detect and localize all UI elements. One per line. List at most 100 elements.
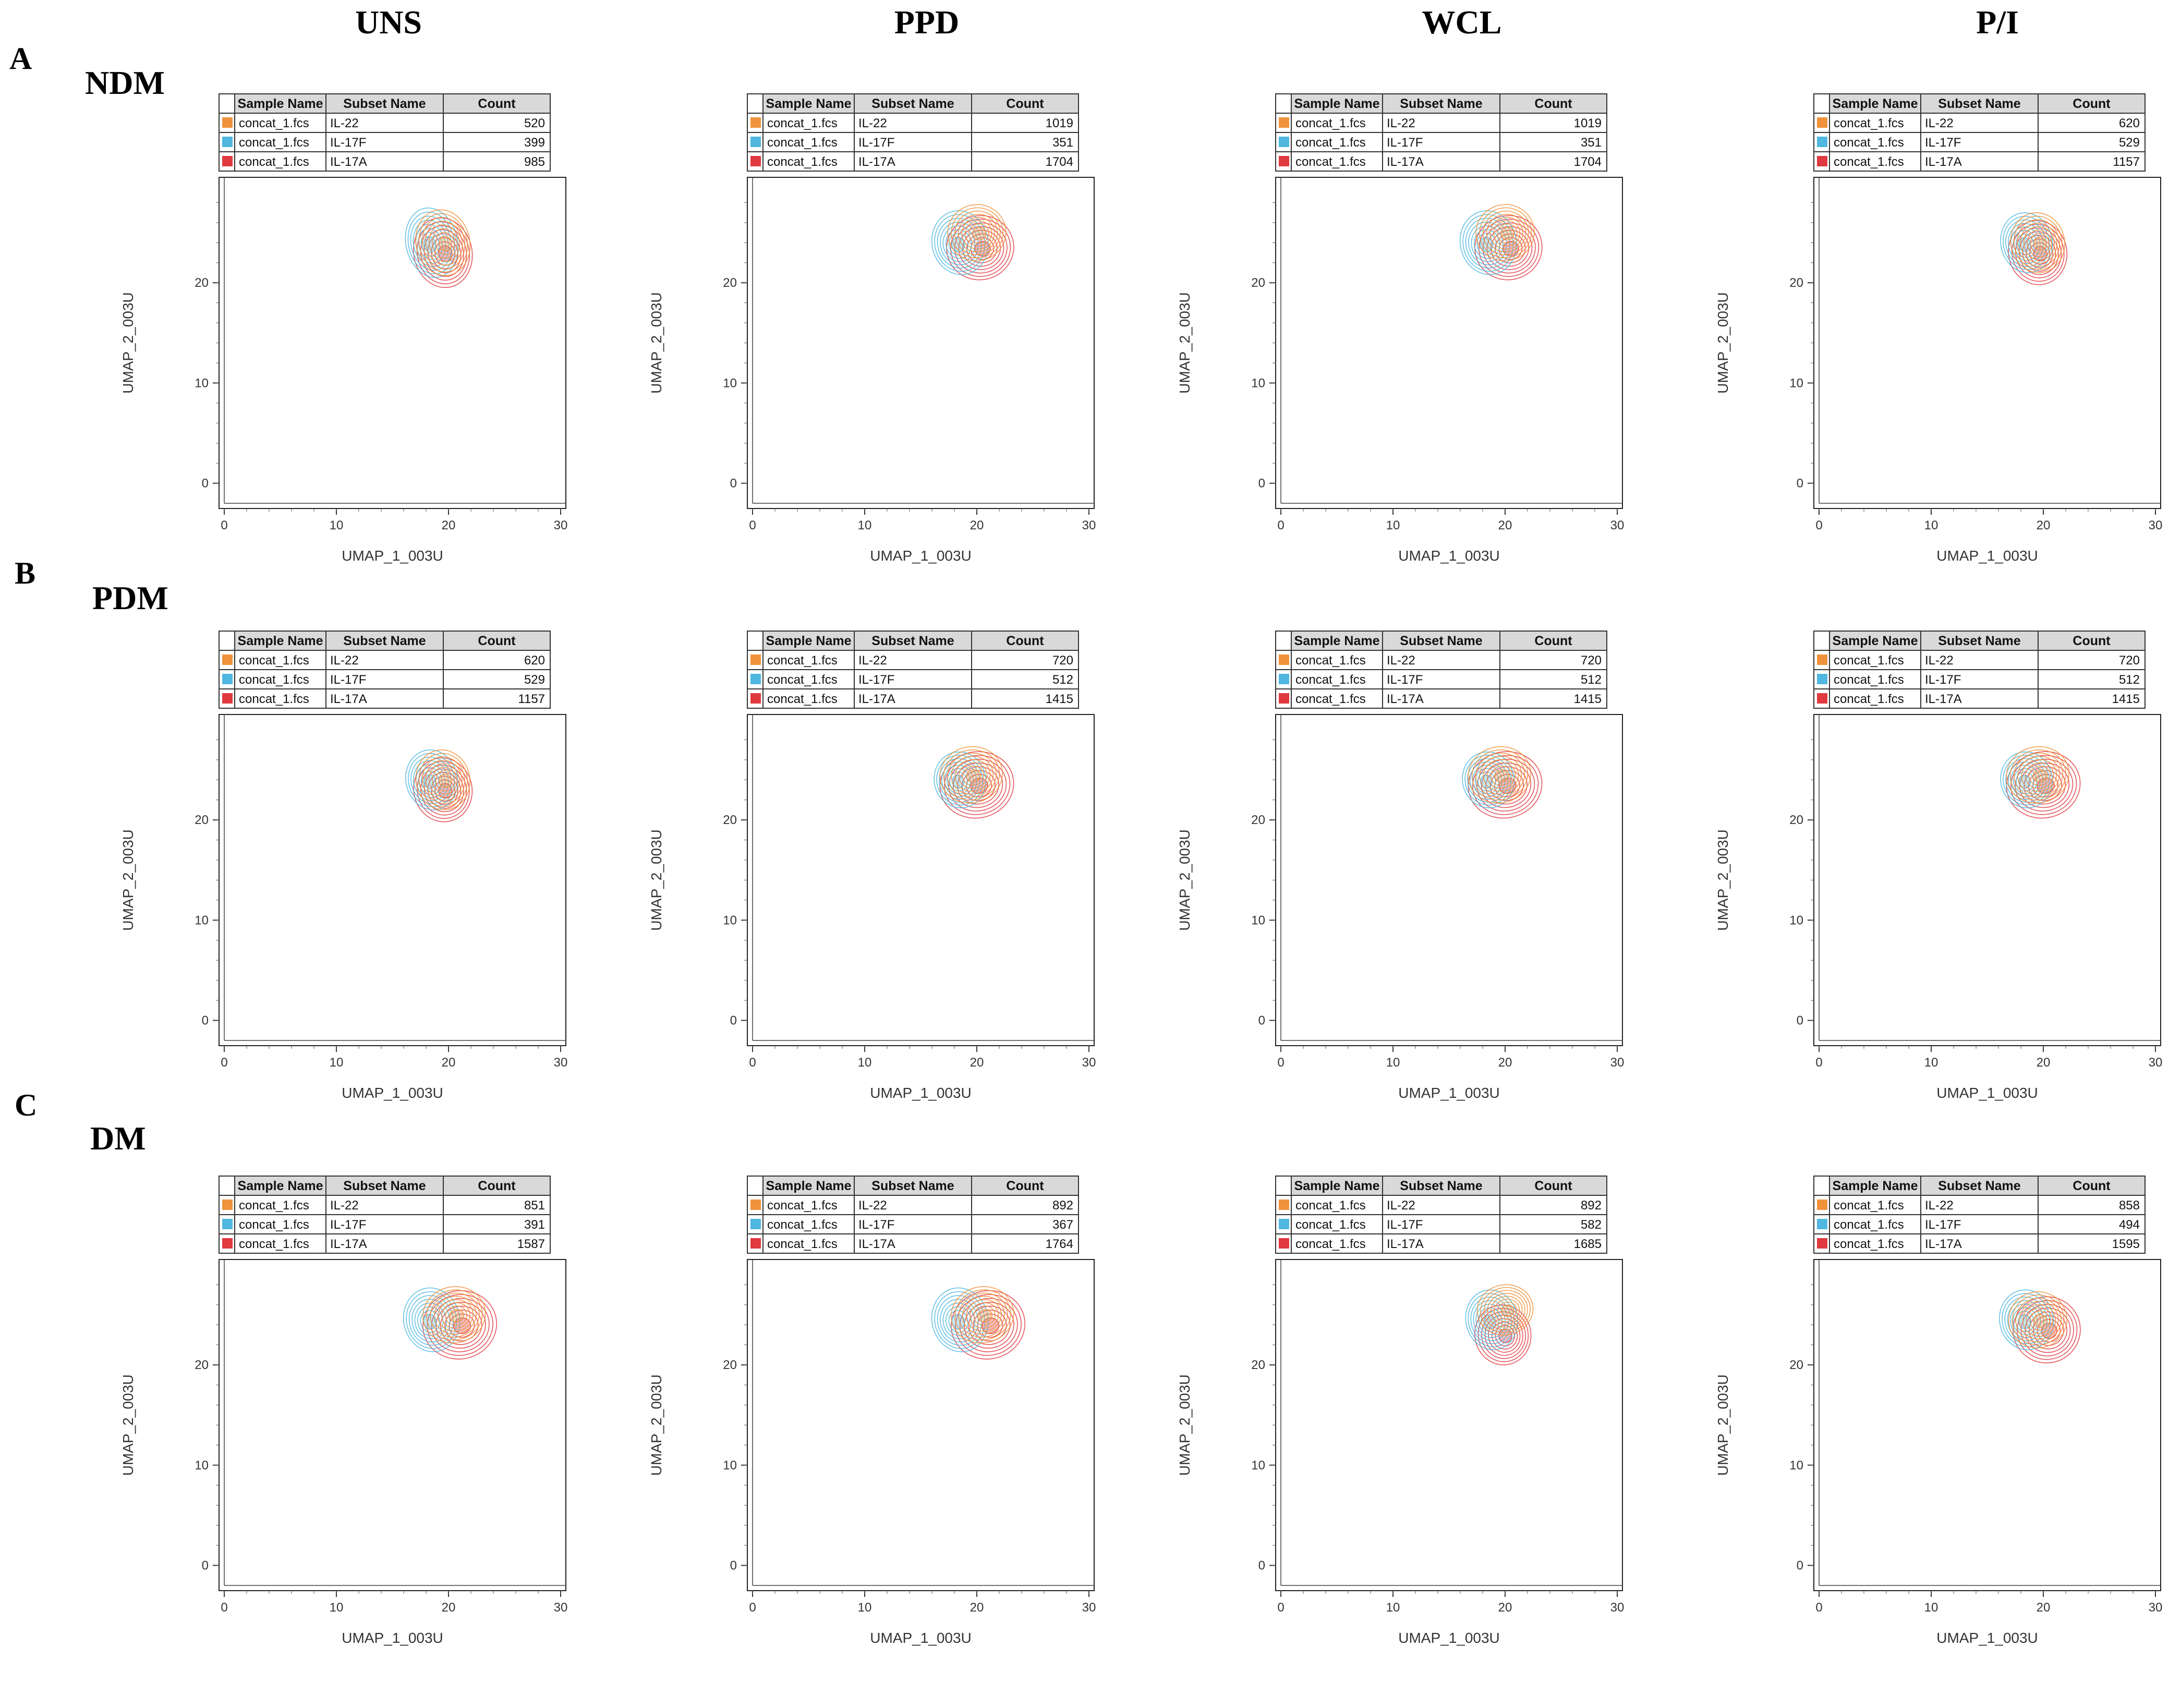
y-tick-label: 20: [195, 813, 209, 827]
legend-table: Sample Name Subset Name Count concat_1.fcs I…: [1275, 93, 1607, 172]
contour-level: [931, 1287, 989, 1352]
contour-level: [2015, 1298, 2062, 1343]
legend-sample-name: concat_1.fcs: [1834, 1237, 1904, 1251]
column-title-wcl: WCL: [1422, 4, 1502, 41]
contour-level: [958, 762, 988, 789]
legend-sample-name: concat_1.fcs: [767, 653, 838, 668]
y-tick-label: 20: [1789, 813, 1803, 827]
y-tick-label: 20: [723, 1358, 737, 1372]
legend-subset-name: IL-17F: [1925, 1218, 1961, 1232]
plot-frame: [219, 714, 566, 1046]
umap-panel-pdm-pi: Sample Name Subset Name Count concat_1.fcs I…: [1699, 626, 2169, 1163]
legend-swatch: [222, 1238, 233, 1249]
contour-level: [1477, 771, 1496, 792]
y-axis-label: UMAP_2_003U: [1715, 1374, 1731, 1476]
legend-swatch: [750, 137, 761, 147]
legend-header-bg: [762, 631, 1079, 651]
x-tick-label: 30: [2149, 1056, 2163, 1070]
x-axis-label: UMAP_1_003U: [1936, 1630, 2038, 1646]
legend-count: 520: [524, 116, 545, 130]
legend-count: 512: [2119, 673, 2140, 687]
legend-subset-name: IL-22: [1925, 116, 1954, 130]
row-title-pdm: PDM: [92, 579, 168, 616]
umap-chart-svg: Sample Name Subset Name Count concat_1.fcs I…: [1715, 93, 2162, 564]
umap-panel-pdm-uns: Sample Name Subset Name Count concat_1.fcs I…: [104, 626, 626, 1163]
contour-level: [1483, 1290, 1528, 1330]
x-tick-label: 10: [858, 1601, 872, 1615]
y-tick-label: 20: [195, 1358, 209, 1372]
legend-swatch: [1279, 1238, 1289, 1249]
legend-header-cell: Subset Name: [871, 1179, 954, 1193]
contour-level: [1474, 1304, 1532, 1365]
legend-header-cell: Sample Name: [1833, 96, 1918, 111]
legend-swatch: [750, 1238, 761, 1249]
x-tick-label: 10: [858, 1056, 872, 1070]
contour-level: [1475, 1303, 1506, 1338]
legend-header-cell: Count: [1006, 634, 1044, 648]
contour-level: [951, 756, 994, 795]
contour-series-il-17f: [2000, 751, 2053, 808]
legend-count: 720: [2119, 653, 2140, 668]
legend-header-cell: Count: [1534, 634, 1572, 648]
legend-count: 351: [1052, 136, 1073, 150]
legend-count: 582: [1581, 1218, 1602, 1232]
contour-level: [1474, 229, 1500, 259]
x-tick-label: 0: [749, 518, 756, 532]
x-tick-label: 10: [1386, 1601, 1400, 1615]
contour-level: [403, 1287, 461, 1352]
contour-level: [2018, 1314, 2031, 1329]
legend-table: Sample Name Subset Name Count concat_1.fcs I…: [1275, 631, 1607, 709]
contour-level: [2008, 1291, 2067, 1349]
legend-subset-name: IL-22: [1925, 1198, 1954, 1213]
contour-level: [2029, 1311, 2051, 1331]
legend-header-cell: Subset Name: [343, 1179, 426, 1193]
legend-header-cell: Sample Name: [766, 1179, 852, 1193]
contour-level: [2010, 212, 2065, 273]
y-axis-label: UMAP_2_003U: [120, 829, 136, 931]
legend-swatch: [1279, 674, 1289, 684]
umap-chart-svg: Sample Name Subset Name Count concat_1.fcs I…: [1177, 631, 1624, 1101]
legend-subset-name: IL-17A: [1925, 1237, 1962, 1251]
y-tick-label: 10: [1789, 376, 1803, 390]
legend-sample-name: concat_1.fcs: [767, 116, 838, 130]
contour-level: [946, 229, 972, 259]
legend-count: 529: [2119, 136, 2140, 150]
legend-swatch: [1279, 693, 1289, 704]
contour-level: [1493, 220, 1521, 247]
legend-subset-name: IL-17F: [1387, 1218, 1423, 1232]
legend-count: 720: [1581, 653, 1602, 668]
legend-subset-name: IL-17F: [1387, 136, 1423, 150]
y-tick-label: 20: [1789, 276, 1803, 290]
legend-header-cell: Subset Name: [1938, 1179, 2020, 1193]
contour-level: [2005, 219, 2047, 267]
contour-level: [1500, 226, 1515, 241]
contour-level: [417, 1306, 444, 1336]
contour-level: [2014, 753, 2064, 798]
y-tick-label: 20: [1251, 1358, 1265, 1372]
contour-level: [948, 1310, 968, 1333]
legend-sample-name: concat_1.fcs: [239, 155, 309, 169]
legend-sample-name: concat_1.fcs: [1834, 653, 1904, 668]
contour-level: [425, 221, 463, 266]
contour-level: [439, 235, 452, 252]
legend-subset-name: IL-22: [1925, 653, 1954, 668]
legend-swatch: [750, 674, 761, 684]
x-tick-label: 10: [1924, 518, 1938, 532]
legend-header-cell: Subset Name: [343, 96, 426, 111]
contour-level: [2029, 766, 2051, 786]
legend-swatch: [222, 674, 233, 684]
contour-level: [430, 1292, 480, 1338]
legend-count: 620: [524, 653, 545, 668]
legend-swatch: [1817, 117, 1827, 128]
y-axis-label: UMAP_2_003U: [648, 292, 664, 394]
contour-level: [2013, 1307, 2038, 1335]
contour-level: [2020, 222, 2057, 264]
legend-count: 1019: [1574, 116, 1602, 130]
x-tick-label: 30: [1082, 1056, 1096, 1070]
x-axis-label: UMAP_1_003U: [1398, 1085, 1500, 1101]
umap-panel-ndm-pi: Sample Name Subset Name Count concat_1.fcs I…: [1699, 89, 2169, 626]
contour-level: [2033, 236, 2047, 251]
legend-sample-name: concat_1.fcs: [1295, 673, 1366, 687]
legend-sample-name: concat_1.fcs: [1295, 136, 1366, 150]
contour-level: [943, 749, 1000, 801]
